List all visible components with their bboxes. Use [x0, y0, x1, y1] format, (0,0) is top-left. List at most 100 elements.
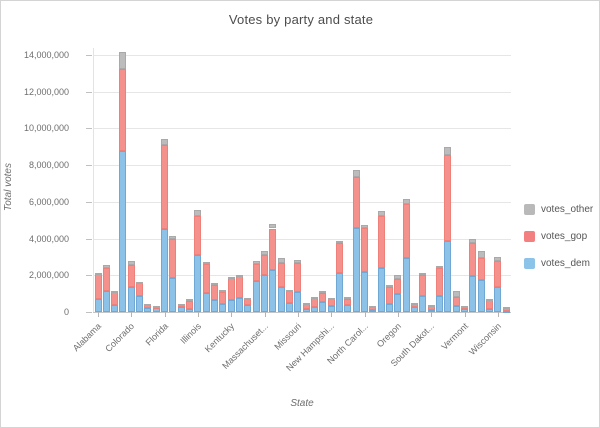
bar-segment-votes_other[interactable] — [361, 224, 369, 229]
bar-segment-votes_dem[interactable] — [427, 309, 435, 312]
bar-segment-votes_dem[interactable] — [302, 308, 310, 312]
bar-segment-votes_dem[interactable] — [244, 305, 252, 312]
bar-segment-votes_gop[interactable] — [94, 274, 102, 299]
bar-segment-votes_gop[interactable] — [486, 299, 493, 309]
bar-segment-votes_gop[interactable] — [352, 176, 360, 229]
bar-segment-votes_dem[interactable] — [169, 277, 177, 312]
bar-segment-votes_dem[interactable] — [227, 300, 235, 312]
bar-segment-votes_other[interactable] — [444, 147, 452, 155]
bar-segment-votes_dem[interactable] — [436, 296, 444, 312]
bar-segment-votes_dem[interactable] — [319, 302, 327, 312]
bar-segment-votes_dem[interactable] — [486, 308, 493, 312]
bar-segment-votes_other[interactable] — [144, 303, 152, 306]
bar-segment-votes_gop[interactable] — [311, 297, 319, 307]
bar-segment-votes_other[interactable] — [269, 223, 277, 229]
bar-segment-votes_dem[interactable] — [444, 240, 452, 312]
bar-segment-votes_dem[interactable] — [311, 306, 319, 312]
bar-segment-votes_dem[interactable] — [211, 300, 219, 312]
bar-segment-votes_dem[interactable] — [136, 295, 144, 312]
bar-segment-votes_gop[interactable] — [394, 279, 402, 294]
bar-segment-votes_dem[interactable] — [394, 293, 402, 312]
bar-segment-votes_other[interactable] — [111, 291, 119, 294]
bar-segment-votes_dem[interactable] — [144, 307, 152, 312]
bar-segment-votes_other[interactable] — [319, 291, 327, 294]
bar-segment-votes_dem[interactable] — [219, 304, 227, 312]
bar-segment-votes_other[interactable] — [352, 170, 360, 177]
bar-segment-votes_other[interactable] — [202, 261, 210, 265]
bar-segment-votes_dem[interactable] — [261, 275, 269, 312]
bar-segment-votes_gop[interactable] — [344, 299, 352, 305]
bar-segment-votes_other[interactable] — [369, 305, 377, 308]
bar-segment-votes_dem[interactable] — [352, 228, 360, 312]
bar-segment-votes_other[interactable] — [302, 302, 310, 305]
bar-segment-votes_dem[interactable] — [494, 286, 502, 312]
bar-segment-votes_gop[interactable] — [361, 228, 369, 272]
bar-segment-votes_dem[interactable] — [377, 268, 385, 312]
bar-segment-votes_other[interactable] — [311, 296, 319, 299]
bar-segment-votes_gop[interactable] — [102, 267, 110, 291]
bar-segment-votes_dem[interactable] — [277, 286, 285, 312]
bar-segment-votes_dem[interactable] — [469, 275, 477, 312]
bar-segment-votes_other[interactable] — [469, 238, 477, 244]
bar-segment-votes_other[interactable] — [502, 307, 510, 310]
bar-segment-votes_dem[interactable] — [336, 272, 344, 312]
bar-segment-votes_gop[interactable] — [477, 257, 485, 280]
bar-segment-votes_other[interactable] — [327, 298, 335, 301]
bar-segment-votes_gop[interactable] — [252, 263, 260, 282]
bar-segment-votes_gop[interactable] — [319, 292, 327, 303]
bar-segment-votes_other[interactable] — [169, 236, 177, 240]
bar-segment-votes_gop[interactable] — [277, 262, 285, 287]
bar-segment-votes_dem[interactable] — [344, 304, 352, 312]
bar-segment-votes_other[interactable] — [177, 304, 185, 307]
bar-segment-votes_other[interactable] — [244, 298, 252, 301]
bar-segment-votes_dem[interactable] — [402, 258, 410, 312]
bar-segment-votes_gop[interactable] — [227, 278, 235, 301]
bar-segment-votes_other[interactable] — [261, 250, 269, 256]
bar-segment-votes_gop[interactable] — [402, 203, 410, 259]
bar-segment-votes_other[interactable] — [436, 265, 444, 269]
bar-segment-votes_dem[interactable] — [269, 270, 277, 312]
bar-segment-votes_other[interactable] — [102, 264, 110, 268]
bar-segment-votes_dem[interactable] — [327, 305, 335, 312]
bar-segment-votes_gop[interactable] — [419, 275, 427, 297]
bar-segment-votes_other[interactable] — [127, 260, 135, 266]
bar-segment-votes_gop[interactable] — [194, 215, 202, 256]
bar-segment-votes_dem[interactable] — [361, 271, 369, 312]
bar-segment-votes_other[interactable] — [377, 211, 385, 216]
bar-segment-votes_gop[interactable] — [444, 154, 452, 241]
bar-segment-votes_dem[interactable] — [161, 229, 169, 312]
bar-segment-votes_other[interactable] — [152, 306, 160, 309]
bar-segment-votes_other[interactable] — [277, 257, 285, 263]
bar-segment-votes_dem[interactable] — [286, 303, 294, 312]
bar-segment-votes_other[interactable] — [252, 260, 260, 264]
bar-segment-votes_other[interactable] — [194, 210, 202, 216]
bar-segment-votes_dem[interactable] — [386, 304, 394, 312]
bar-segment-votes_gop[interactable] — [269, 228, 277, 271]
bar-segment-votes_dem[interactable] — [194, 255, 202, 312]
bar-segment-votes_dem[interactable] — [127, 287, 135, 312]
bar-segment-votes_gop[interactable] — [436, 268, 444, 296]
bar-segment-votes_gop[interactable] — [294, 263, 302, 293]
bar-segment-votes_other[interactable] — [186, 299, 194, 302]
bar-segment-votes_other[interactable] — [94, 273, 102, 276]
bar-segment-votes_gop[interactable] — [127, 265, 135, 288]
legend-item-votes_other[interactable]: votes_other — [524, 196, 599, 223]
bar-segment-votes_gop[interactable] — [469, 243, 477, 276]
bar-segment-votes_dem[interactable] — [102, 290, 110, 312]
bar-segment-votes_dem[interactable] — [502, 310, 510, 313]
bar-segment-votes_gop[interactable] — [219, 291, 227, 305]
bar-segment-votes_dem[interactable] — [294, 292, 302, 312]
bar-segment-votes_gop[interactable] — [336, 243, 344, 273]
bar-segment-votes_other[interactable] — [236, 274, 244, 277]
bar-segment-votes_other[interactable] — [294, 260, 302, 264]
bar-segment-votes_other[interactable] — [344, 297, 352, 300]
bar-segment-votes_other[interactable] — [286, 289, 294, 292]
bar-segment-votes_dem[interactable] — [419, 296, 427, 312]
bar-segment-votes_dem[interactable] — [202, 293, 210, 312]
bar-segment-votes_dem[interactable] — [252, 281, 260, 312]
bar-segment-votes_dem[interactable] — [119, 151, 127, 312]
bar-segment-votes_gop[interactable] — [261, 255, 269, 276]
bar-segment-votes_dem[interactable] — [94, 298, 102, 312]
bar-segment-votes_gop[interactable] — [169, 239, 177, 278]
bar-segment-votes_dem[interactable] — [477, 280, 485, 312]
